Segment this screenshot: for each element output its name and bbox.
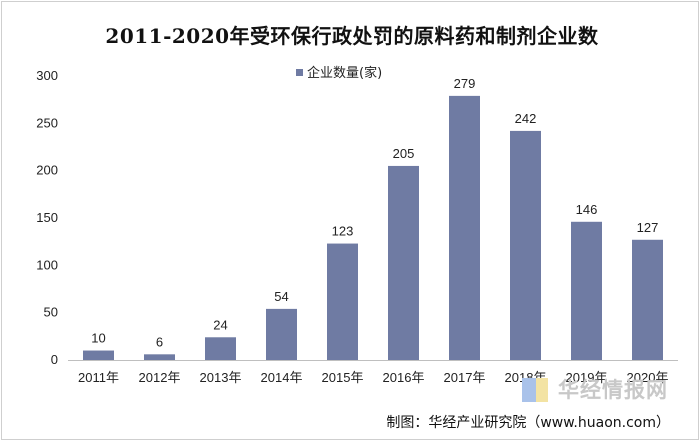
data-label: 10	[91, 331, 105, 346]
bar	[144, 354, 175, 360]
bar	[205, 337, 236, 360]
bar	[449, 95, 480, 360]
y-tick-label: 100	[36, 257, 58, 272]
y-axis: 0 50 100 150 200 250 300	[36, 68, 58, 367]
data-label: 279	[454, 76, 476, 91]
legend-label: 企业数量(家)	[307, 65, 382, 81]
data-label: 6	[156, 334, 163, 349]
bar	[632, 239, 663, 360]
x-tick-label: 2012年	[139, 370, 181, 385]
source-credit: 制图：华经产业研究院（www.huaon.com）	[386, 415, 670, 431]
y-tick-label: 50	[44, 305, 58, 320]
bars: 10 6 24 54 123 205 279 242 146 127	[83, 76, 663, 360]
data-label: 24	[213, 317, 227, 332]
data-label: 146	[576, 202, 598, 217]
x-tick-label: 2011年	[78, 370, 119, 385]
legend-swatch	[296, 69, 303, 76]
legend: 企业数量(家)	[296, 65, 382, 81]
bar	[571, 221, 602, 360]
x-tick-label: 2014年	[261, 370, 303, 385]
x-tick-label: 2020年	[627, 370, 669, 385]
y-tick-label: 150	[36, 210, 58, 225]
data-label: 205	[393, 146, 415, 161]
x-tick-label: 2013年	[200, 370, 242, 385]
y-tick-label: 250	[36, 115, 58, 130]
x-tick-label: 2017年	[444, 370, 486, 385]
watermark-logo: 华经情报网	[558, 378, 668, 402]
bar	[83, 350, 114, 360]
x-tick-label: 2016年	[383, 370, 425, 385]
bar	[266, 308, 297, 360]
chart-title: 2011-2020年受环保行政处罚的原料药和制剂企业数	[105, 24, 599, 48]
bar	[510, 130, 541, 360]
logo-block-yellow	[536, 378, 548, 402]
bar	[388, 165, 419, 360]
logo-block-blue	[522, 378, 536, 402]
x-tick-label: 2019年	[566, 370, 608, 385]
y-tick-label: 0	[51, 352, 58, 367]
y-tick-label: 200	[36, 163, 58, 178]
bar	[327, 243, 358, 360]
x-tick-label: 2015年	[322, 370, 364, 385]
data-label: 242	[515, 111, 537, 126]
data-label: 127	[637, 220, 659, 235]
y-tick-label: 300	[36, 68, 58, 83]
data-label: 123	[332, 224, 354, 239]
data-label: 54	[274, 289, 288, 304]
